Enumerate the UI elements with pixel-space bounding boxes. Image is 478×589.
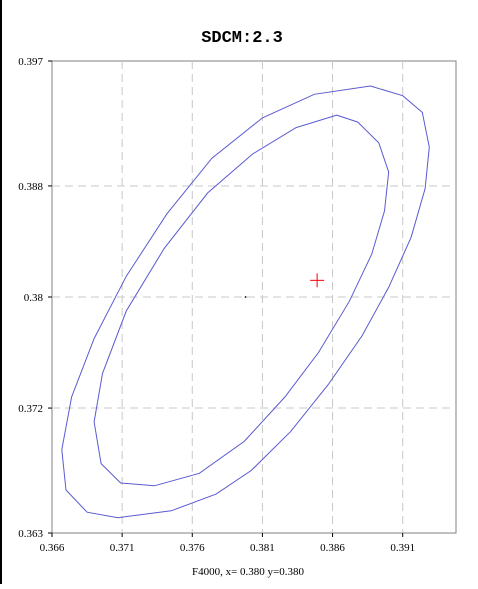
ellipse-curves — [61, 85, 430, 519]
point-markers — [244, 273, 325, 298]
chart-title: SDCM:2.3 — [201, 29, 283, 48]
inner-ellipse — [93, 114, 390, 487]
y-tick-label: 0.363 — [18, 528, 43, 540]
x-tick-label: 0.376 — [180, 542, 205, 554]
grid-lines — [52, 61, 456, 533]
y-tick-label: 0.397 — [18, 56, 43, 68]
y-axis-ticks: 0.397 0.388 0.38 0.372 0.363 — [18, 56, 52, 540]
x-tick-label: 0.366 — [40, 542, 65, 554]
footer-readout: F4000, x= 0.380 y=0.380 — [192, 566, 305, 578]
center-dot-marker — [244, 296, 247, 298]
y-tick-label: 0.388 — [18, 181, 43, 193]
outer-ellipse — [61, 85, 430, 519]
y-tick-label: 0.38 — [24, 292, 44, 304]
y-tick-label: 0.372 — [18, 403, 43, 415]
x-tick-label: 0.381 — [250, 542, 275, 554]
x-tick-label: 0.371 — [110, 542, 135, 554]
red-cross-marker — [310, 273, 325, 288]
x-tick-label: 0.391 — [390, 542, 415, 554]
x-axis-ticks: 0.366 0.371 0.376 0.381 0.386 0.391 — [40, 533, 415, 554]
x-tick-label: 0.386 — [320, 542, 345, 554]
